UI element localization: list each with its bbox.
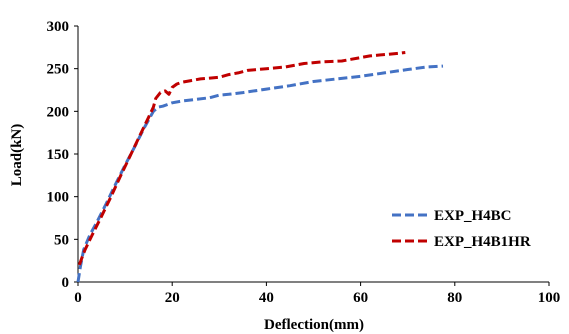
x-tick-label: 20 — [165, 290, 180, 306]
x-tick-label: 100 — [538, 290, 561, 306]
legend-label: EXP_H4B1HR — [434, 234, 531, 250]
x-axis-title: Deflection(mm) — [264, 317, 364, 333]
y-tick-label: 0 — [62, 275, 70, 291]
x-tick-label: 0 — [74, 290, 82, 306]
x-tick-label: 60 — [353, 290, 368, 306]
y-tick-label: 200 — [47, 104, 70, 120]
x-tick-label: 80 — [447, 290, 462, 306]
series-line-exp-h4b1hr — [77, 51, 406, 266]
series-layer — [76, 51, 444, 283]
y-axis-title: Load(kN) — [9, 124, 25, 187]
x-tick-label: 40 — [259, 290, 274, 306]
y-tick-label: 100 — [47, 190, 70, 206]
legend-label: EXP_H4BC — [434, 208, 512, 224]
y-tick-label: 250 — [47, 62, 70, 78]
y-tick-label: 300 — [47, 19, 70, 35]
axes — [74, 25, 550, 286]
y-tick-label: 150 — [47, 147, 70, 163]
y-tick-label: 50 — [54, 232, 69, 248]
legend: EXP_H4BC EXP_H4B1HR — [392, 208, 531, 250]
series-line-exp-h4bc — [76, 64, 444, 283]
tick-labels: 0 50 100 150 200 250 300 0 20 40 60 80 100 — [47, 19, 561, 306]
